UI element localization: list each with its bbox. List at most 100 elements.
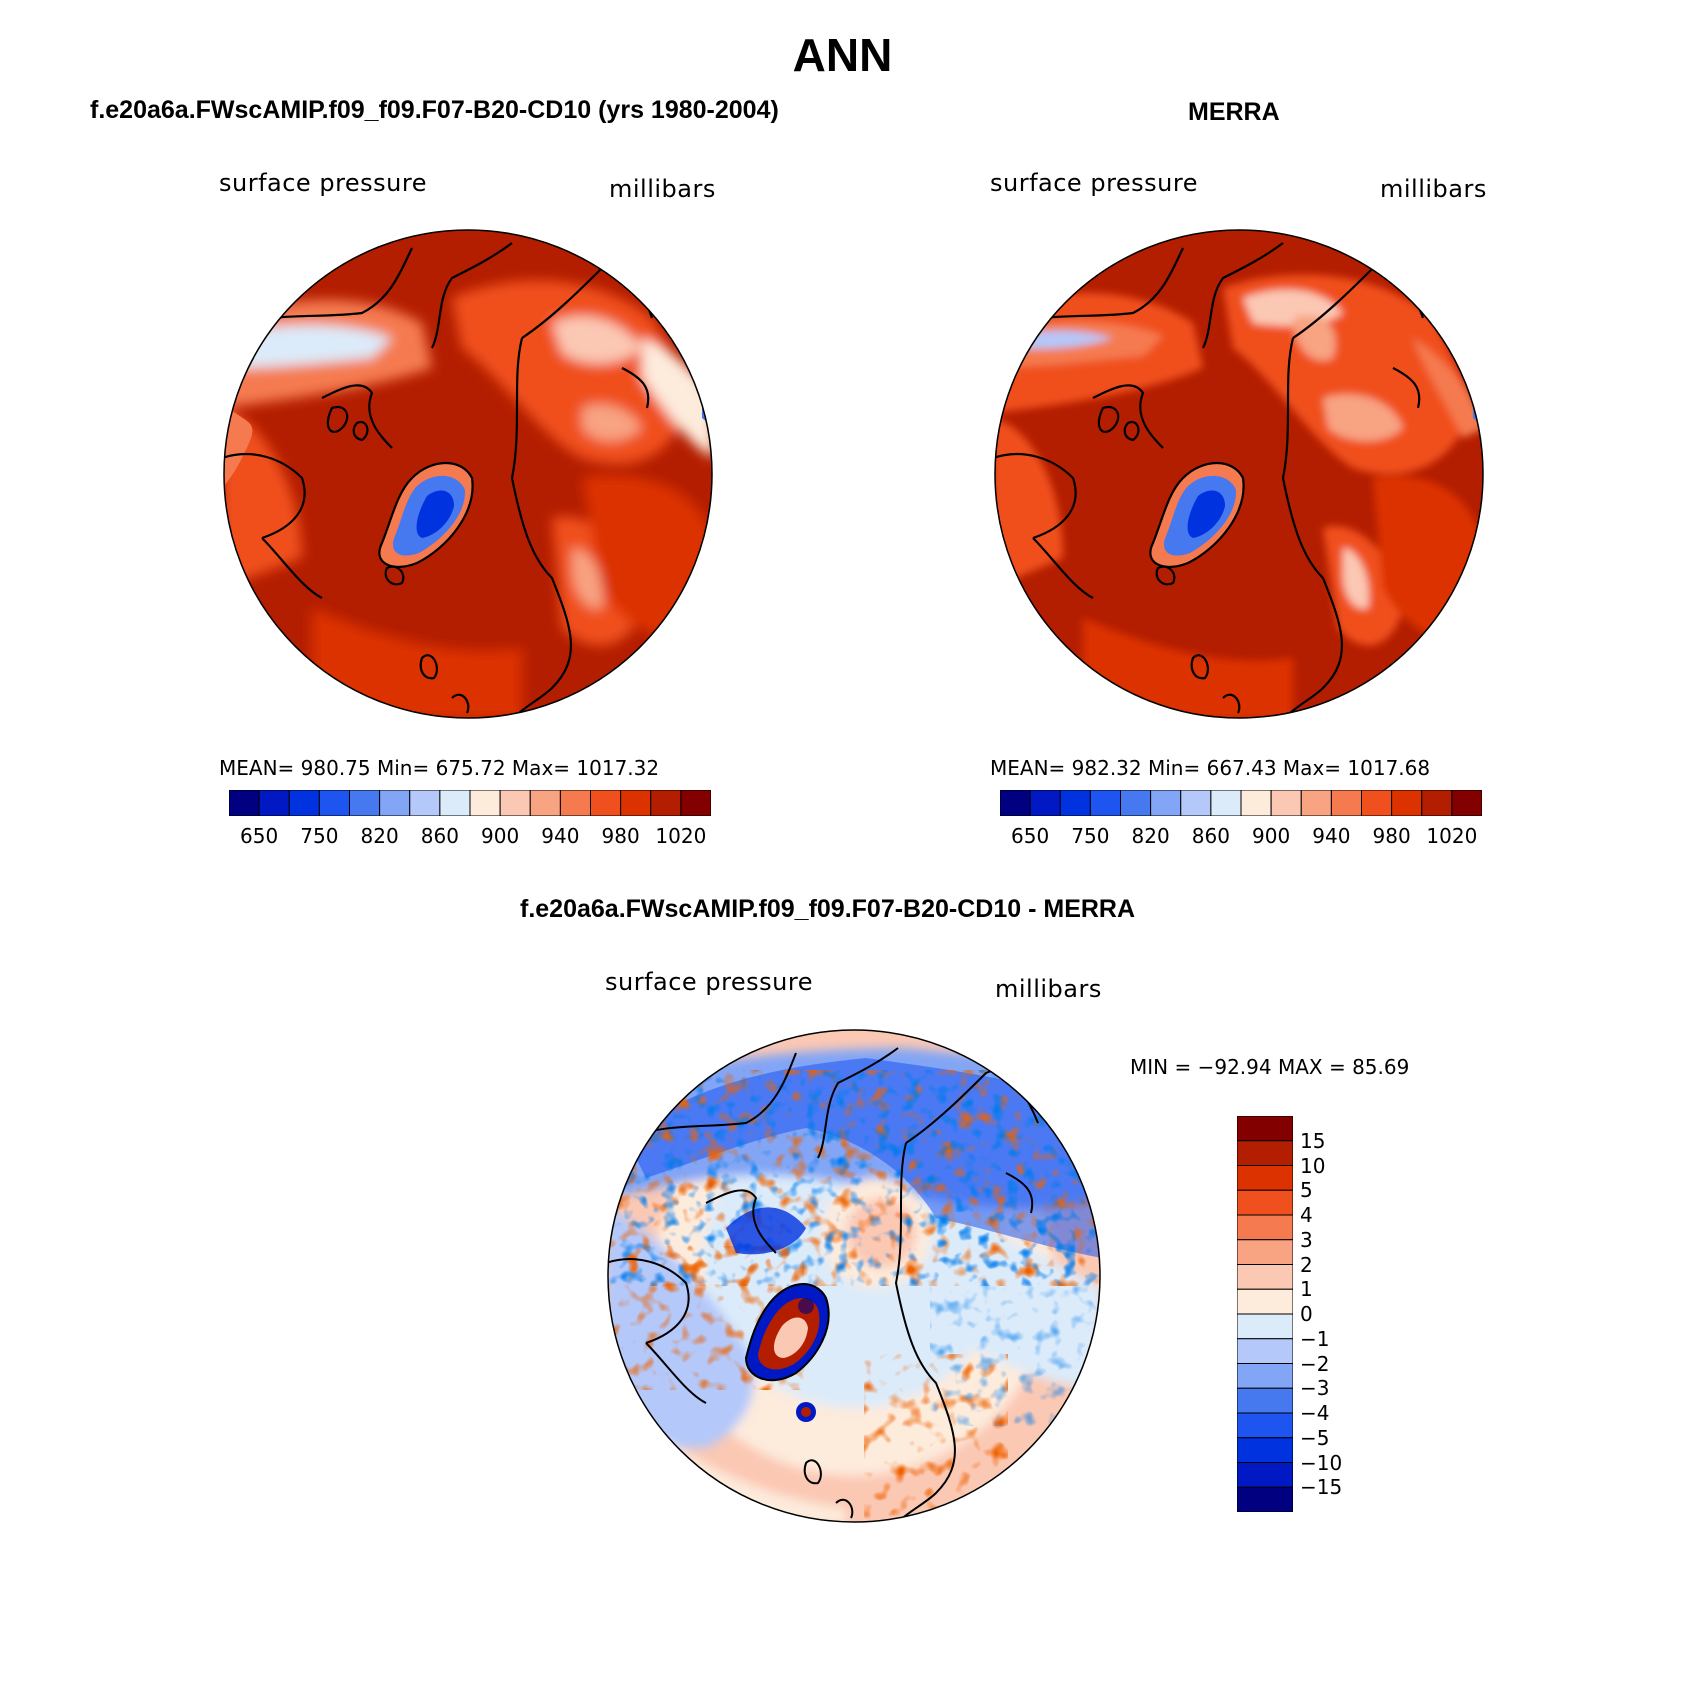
colorbar-tick-label: 940 bbox=[541, 824, 580, 848]
colorbar-tick-label: 900 bbox=[481, 824, 520, 848]
colorbar-tick-label: 15 bbox=[1300, 1128, 1326, 1153]
colorbar-swatch bbox=[1237, 1288, 1293, 1315]
colorbar-swatch bbox=[258, 790, 290, 816]
colorbar-tick-label: −5 bbox=[1300, 1425, 1330, 1450]
colorbar-swatch bbox=[1237, 1264, 1293, 1290]
colorbar-swatch bbox=[379, 790, 411, 816]
colorbar-swatch bbox=[1237, 1116, 1293, 1142]
colorbar-tick-label: 750 bbox=[300, 824, 339, 848]
panel-obs-left-label: surface pressure bbox=[990, 169, 1198, 197]
panel-obs-title: MERRA bbox=[1188, 98, 1280, 126]
colorbar-swatch bbox=[1237, 1313, 1293, 1340]
colorbar-swatch bbox=[1237, 1338, 1293, 1364]
colorbar-tick-label: 860 bbox=[420, 824, 459, 848]
colorbar-swatch bbox=[1237, 1387, 1293, 1414]
figure-title: ANN bbox=[792, 29, 893, 81]
panel-diff-left-label: surface pressure bbox=[605, 968, 813, 996]
colorbar-swatch bbox=[1089, 790, 1122, 816]
colorbar-tick-label: 10 bbox=[1300, 1153, 1326, 1178]
colorbar-tick-label: 4 bbox=[1300, 1203, 1313, 1227]
colorbar-swatch bbox=[559, 790, 592, 816]
colorbar-tick-label: 980 bbox=[601, 824, 640, 848]
colorbar-swatch bbox=[1240, 790, 1272, 816]
colorbar-diff-ticks: 15 10 5 4 3 2 1 0 −1 −2 −3 −4 −5 −10 −15 bbox=[1300, 1116, 1380, 1512]
colorbar-swatch bbox=[1237, 1363, 1293, 1389]
panel-model-title: f.e20a6a.FWscAMIP.f09_f09.F07-B20-CD10 (… bbox=[90, 96, 779, 124]
colorbar-swatch bbox=[1270, 790, 1302, 816]
colorbar-swatch bbox=[1421, 790, 1453, 816]
colorbar-swatch bbox=[1000, 790, 1031, 816]
panel-obs-stats: MEAN= 982.32 Min= 667.43 Max= 1017.68 bbox=[990, 756, 1431, 780]
colorbar-tick-label: 1 bbox=[1300, 1277, 1313, 1302]
colorbar-swatch bbox=[1330, 790, 1363, 816]
colorbar-tick-label: −15 bbox=[1300, 1475, 1343, 1500]
colorbar-obs bbox=[1000, 790, 1482, 816]
colorbar-swatch bbox=[1300, 790, 1332, 816]
colorbar-swatch bbox=[1120, 790, 1152, 816]
colorbar-tick-label: −3 bbox=[1300, 1376, 1330, 1401]
colorbar-swatch bbox=[499, 790, 531, 816]
panel-model-left-label: surface pressure bbox=[219, 169, 427, 197]
colorbar-swatch bbox=[590, 790, 622, 816]
colorbar-tick-label: 860 bbox=[1191, 824, 1230, 848]
colorbar-swatch bbox=[1237, 1239, 1293, 1265]
colorbar-tick-label: 820 bbox=[360, 824, 399, 848]
panel-obs-map bbox=[994, 229, 1484, 719]
colorbar-tick-label: 3 bbox=[1300, 1227, 1313, 1252]
panel-model-stats: MEAN= 980.75 Min= 675.72 Max= 1017.32 bbox=[219, 756, 660, 780]
colorbar-tick-label: 820 bbox=[1131, 824, 1170, 848]
colorbar-swatch bbox=[1237, 1165, 1293, 1191]
colorbar-swatch bbox=[1210, 790, 1242, 816]
colorbar-swatch bbox=[620, 790, 652, 816]
colorbar-swatch bbox=[229, 790, 260, 816]
colorbar-swatch bbox=[1237, 1214, 1293, 1241]
colorbar-tick-label: −10 bbox=[1300, 1450, 1343, 1475]
colorbar-swatch bbox=[1237, 1412, 1293, 1439]
colorbar-tick-label: 1020 bbox=[655, 824, 707, 848]
colorbar-tick-label: −1 bbox=[1300, 1326, 1330, 1351]
colorbar-model bbox=[229, 790, 711, 816]
colorbar-tick-label: 900 bbox=[1252, 824, 1291, 848]
panel-model-map bbox=[223, 229, 713, 719]
panel-diff-map bbox=[607, 1029, 1101, 1523]
colorbar-swatch bbox=[650, 790, 682, 816]
panel-diff-right-label: millibars bbox=[995, 975, 1102, 1003]
panel-model-right-label: millibars bbox=[609, 175, 716, 203]
colorbar-tick-label: 5 bbox=[1300, 1178, 1313, 1203]
colorbar-tick-label: −4 bbox=[1300, 1401, 1330, 1425]
panel-obs-right-label: millibars bbox=[1380, 175, 1487, 203]
colorbar-swatch bbox=[1237, 1462, 1293, 1488]
colorbar-swatch bbox=[469, 790, 501, 816]
colorbar-swatch bbox=[1451, 790, 1482, 816]
colorbar-tick-label: −2 bbox=[1300, 1351, 1330, 1376]
colorbar-swatch bbox=[1180, 790, 1212, 816]
colorbar-swatch bbox=[409, 790, 441, 816]
panel-diff-stats: MIN = −92.94 MAX = 85.69 bbox=[1130, 1055, 1410, 1079]
colorbar-swatch bbox=[318, 790, 351, 816]
colorbar-swatch bbox=[349, 790, 381, 816]
colorbar-tick-label: 0 bbox=[1300, 1302, 1313, 1326]
colorbar-swatch bbox=[1237, 1486, 1293, 1512]
colorbar-swatch bbox=[288, 790, 320, 816]
colorbar-swatch bbox=[1237, 1437, 1293, 1463]
colorbar-swatch bbox=[680, 790, 711, 816]
colorbar-tick-label: 650 bbox=[240, 824, 279, 848]
colorbar-swatch bbox=[529, 790, 561, 816]
colorbar-swatch bbox=[1361, 790, 1393, 816]
colorbar-obs-ticks: 650 750 820 860 900 940 980 1020 bbox=[1000, 824, 1482, 850]
colorbar-swatch bbox=[1029, 790, 1061, 816]
colorbar-swatch bbox=[1059, 790, 1091, 816]
colorbar-swatch bbox=[439, 790, 471, 816]
colorbar-swatch bbox=[1150, 790, 1182, 816]
colorbar-tick-label: 650 bbox=[1011, 824, 1050, 848]
colorbar-tick-label: 2 bbox=[1300, 1252, 1313, 1277]
colorbar-swatch bbox=[1237, 1140, 1293, 1166]
colorbar-tick-label: 1020 bbox=[1426, 824, 1478, 848]
colorbar-tick-label: 980 bbox=[1372, 824, 1411, 848]
panel-diff-title: f.e20a6a.FWscAMIP.f09_f09.F07-B20-CD10 -… bbox=[520, 895, 1136, 923]
colorbar-tick-label: 750 bbox=[1071, 824, 1110, 848]
colorbar-tick-label: 940 bbox=[1312, 824, 1351, 848]
colorbar-swatch bbox=[1391, 790, 1423, 816]
colorbar-model-ticks: 650 750 820 860 900 940 980 1020 bbox=[229, 824, 711, 850]
colorbar-swatch bbox=[1237, 1189, 1293, 1216]
